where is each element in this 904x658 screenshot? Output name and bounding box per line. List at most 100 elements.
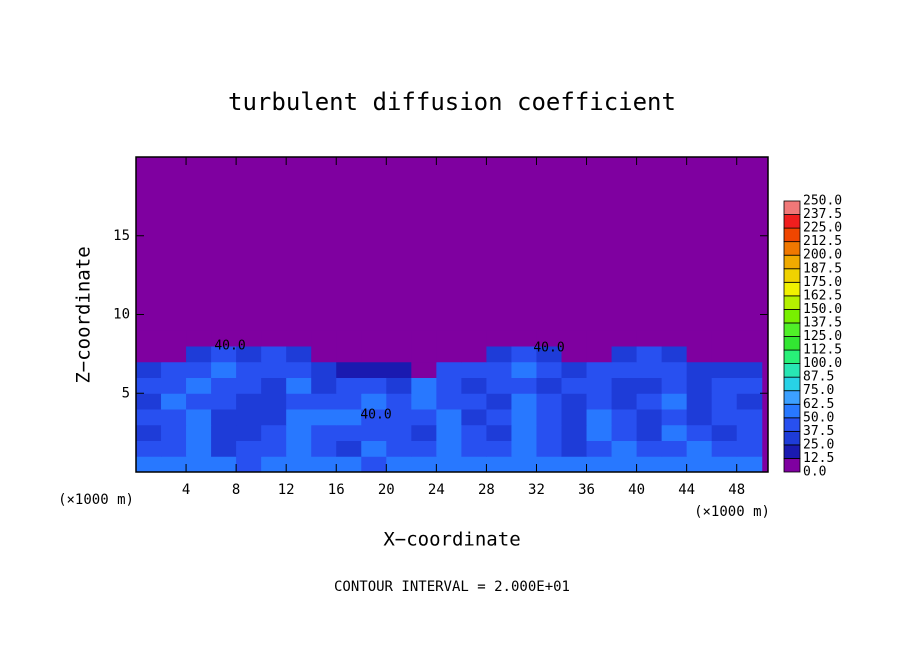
- field-cell: [436, 393, 462, 410]
- field-cell: [286, 377, 312, 394]
- field-cell: [211, 377, 237, 394]
- field-cell: [261, 330, 287, 347]
- field-cell: [636, 424, 663, 441]
- field-cell: [411, 361, 437, 378]
- field-cell: [261, 424, 287, 441]
- field-cell: [636, 361, 663, 378]
- field-cell: [186, 456, 212, 473]
- x-tick-label: 48: [728, 482, 745, 498]
- colorbar-label: 12.5: [803, 451, 834, 466]
- field-cell: [661, 456, 688, 473]
- field-cell: [261, 456, 287, 473]
- field-cell: [636, 346, 663, 363]
- field-cell: [436, 377, 462, 394]
- field-cell: [436, 346, 462, 363]
- field-cell: [736, 346, 763, 363]
- field-cell: [311, 393, 337, 410]
- colorbar-label: 150.0: [803, 302, 842, 317]
- field-cell: [561, 424, 588, 441]
- colorbar-segment: [783, 444, 801, 459]
- colorbar-segment: [783, 336, 801, 351]
- field-cell: [736, 393, 763, 410]
- field-cell: [336, 377, 362, 394]
- field-cell: [536, 409, 563, 426]
- field-cell: [286, 393, 312, 410]
- field-cell: [136, 330, 162, 347]
- field-cell: [136, 393, 162, 410]
- colorbar-segment: [783, 403, 801, 419]
- field-cell: [586, 424, 613, 441]
- field-cell: [336, 361, 362, 378]
- field-cell: [436, 440, 462, 457]
- field-cell: [461, 330, 487, 347]
- field-cell: [386, 456, 412, 473]
- field-cell: [486, 346, 512, 363]
- field-cell: [386, 393, 412, 410]
- field-cell: [161, 377, 187, 394]
- field-cell: [211, 346, 237, 363]
- colorbar-label: 250.0: [803, 194, 842, 209]
- field-cell: [161, 409, 187, 426]
- field-cell: [536, 424, 563, 441]
- field-cell: [536, 361, 563, 378]
- field-cell: [386, 409, 412, 426]
- y-tick-label: 5: [122, 385, 130, 401]
- field-cell: [611, 377, 638, 394]
- field-cell: [711, 424, 738, 441]
- colorbar-label: 187.5: [803, 261, 842, 276]
- field-cell: [311, 424, 337, 441]
- x-tick-label: 28: [478, 482, 495, 498]
- field-cell: [711, 456, 738, 473]
- field-cell: [211, 393, 237, 410]
- colorbar-segment: [783, 363, 801, 378]
- field-cell: [311, 456, 337, 473]
- colorbar-label: 175.0: [803, 275, 842, 290]
- field-cell: [511, 346, 537, 363]
- field-cell: [261, 361, 287, 378]
- chart-title: turbulent diffusion coefficient: [228, 88, 676, 116]
- field-cell: [136, 346, 162, 363]
- field-cell: [486, 377, 512, 394]
- field-cell: [211, 440, 237, 457]
- colorbar-label: 100.0: [803, 356, 842, 371]
- field-cell: [286, 409, 312, 426]
- field-cell: [436, 424, 462, 441]
- field-cell: [611, 440, 638, 457]
- field-cell: [686, 393, 713, 410]
- field-cell: [636, 330, 663, 347]
- field-cell: [411, 393, 437, 410]
- field-cell: [236, 346, 262, 363]
- field-cell: [486, 440, 512, 457]
- field-cell: [511, 377, 537, 394]
- field-cell: [186, 424, 212, 441]
- field-cell: [186, 377, 212, 394]
- field-cell: [736, 456, 763, 473]
- field-cell: [336, 330, 362, 347]
- field-cell: [636, 409, 663, 426]
- colorbar-label: 25.0: [803, 437, 834, 452]
- field-cell: [286, 456, 312, 473]
- field-cell: [661, 424, 688, 441]
- field-cell: [411, 377, 437, 394]
- field-cell: [686, 456, 713, 473]
- field-cell: [311, 346, 337, 363]
- field-cell: [311, 377, 337, 394]
- x-tick-label: 36: [578, 482, 595, 498]
- field-cell: [161, 456, 187, 473]
- field-cell: [136, 424, 162, 441]
- field-cell: [261, 346, 287, 363]
- x-unit: (×1000 m): [694, 504, 770, 520]
- field-cell: [661, 346, 688, 363]
- field-cell: [236, 330, 262, 347]
- field-cell: [361, 409, 387, 426]
- field-cell: [461, 456, 487, 473]
- field-cell: [286, 440, 312, 457]
- contour-label: 40.0: [533, 341, 564, 356]
- field-cell: [461, 346, 487, 363]
- field-cell: [411, 424, 437, 441]
- field-cell: [611, 361, 638, 378]
- field-cell: [686, 424, 713, 441]
- colorbar-segment: [783, 430, 801, 446]
- field-cell: [336, 393, 362, 410]
- field-cell: [211, 330, 237, 347]
